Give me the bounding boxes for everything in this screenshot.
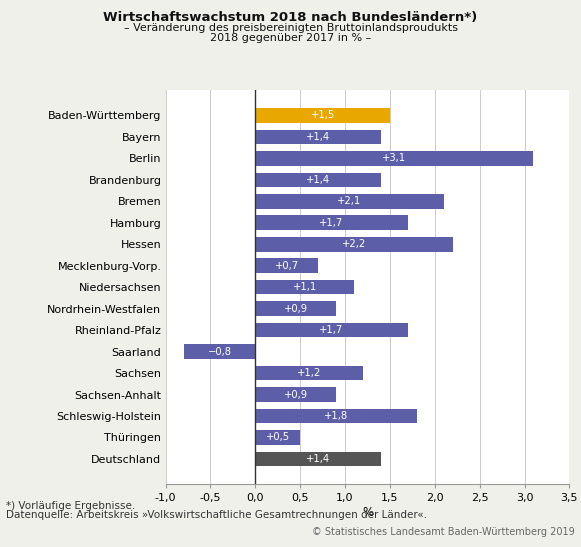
Bar: [255, 151, 533, 166]
Text: +0,9: +0,9: [284, 304, 308, 313]
Text: +1,7: +1,7: [320, 218, 344, 228]
Text: +3,1: +3,1: [382, 153, 407, 164]
Bar: [255, 280, 354, 294]
Text: +1,7: +1,7: [320, 325, 344, 335]
Text: +1,4: +1,4: [306, 175, 330, 185]
Bar: [255, 237, 453, 252]
Bar: [255, 194, 444, 208]
Bar: [255, 430, 300, 445]
Text: +1,5: +1,5: [310, 110, 335, 120]
Text: +2,1: +2,1: [338, 196, 361, 206]
Text: +2,2: +2,2: [342, 239, 366, 249]
Text: *) Vorläufige Ergebnisse.: *) Vorläufige Ergebnisse.: [6, 501, 135, 510]
Text: Datenquelle: Arbeitskreis »Volkswirtschaftliche Gesamtrechnungen der Länder«.: Datenquelle: Arbeitskreis »Volkswirtscha…: [6, 510, 427, 520]
Bar: [255, 108, 390, 123]
Bar: [255, 366, 363, 380]
Bar: [255, 216, 408, 230]
Bar: [255, 301, 336, 316]
Text: +1,1: +1,1: [293, 282, 317, 292]
Text: +0,9: +0,9: [284, 389, 308, 399]
Text: +1,8: +1,8: [324, 411, 348, 421]
Bar: [255, 130, 381, 144]
Text: 2018 gegenüber 2017 in % –: 2018 gegenüber 2017 in % –: [210, 33, 371, 43]
Bar: [184, 344, 255, 359]
X-axis label: %: %: [362, 506, 373, 519]
Bar: [255, 323, 408, 337]
Text: +0,7: +0,7: [275, 261, 299, 271]
Bar: [255, 452, 381, 466]
Text: −0,8: −0,8: [207, 347, 231, 357]
Bar: [255, 409, 417, 423]
Text: +0,5: +0,5: [266, 433, 290, 443]
Text: +1,2: +1,2: [297, 368, 321, 378]
Bar: [255, 387, 336, 402]
Text: Wirtschaftswachstum 2018 nach Bundesländern*): Wirtschaftswachstum 2018 nach Bundesländ…: [103, 11, 478, 24]
Text: – Veränderung des preisbereinigten Bruttoinlandsproudukts: – Veränderung des preisbereinigten Brutt…: [124, 23, 457, 33]
Text: +1,4: +1,4: [306, 454, 330, 464]
Text: +1,4: +1,4: [306, 132, 330, 142]
Bar: [255, 172, 381, 187]
Text: © Statistisches Landesamt Baden-Württemberg 2019: © Statistisches Landesamt Baden-Württemb…: [313, 527, 575, 537]
Bar: [255, 258, 318, 273]
